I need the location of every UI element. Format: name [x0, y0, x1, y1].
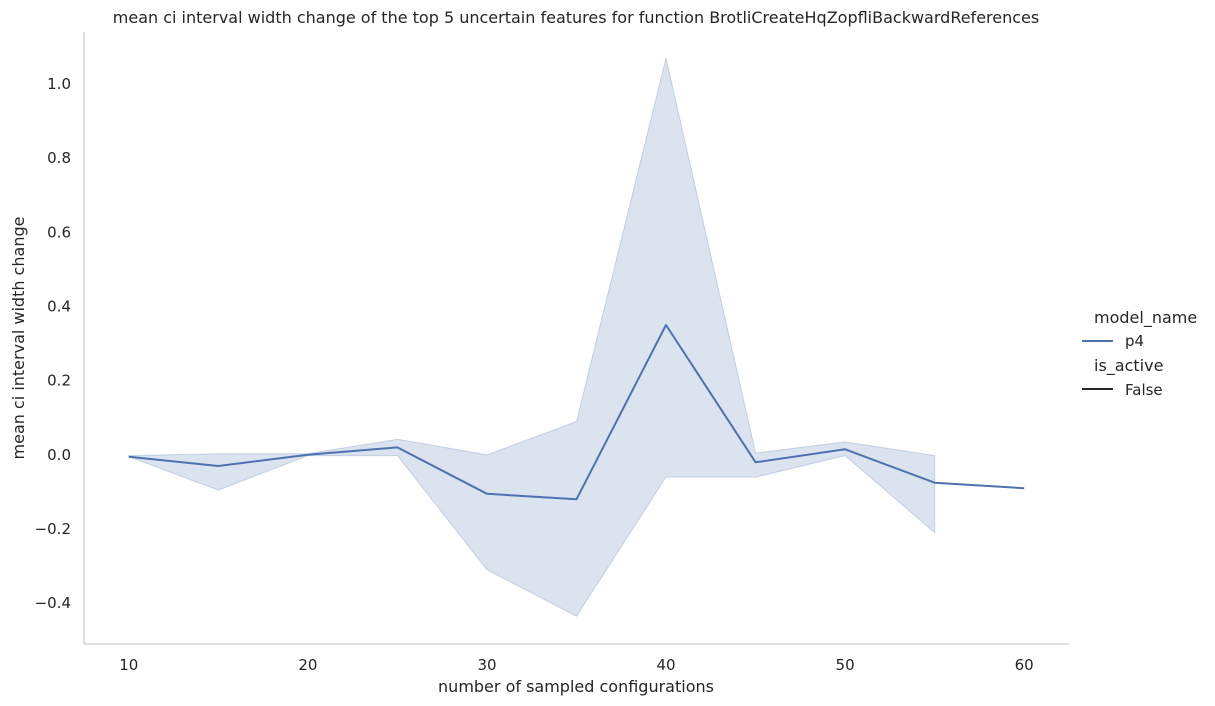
y-axis-label: mean ci interval width change: [9, 217, 28, 460]
legend-label-false: False: [1125, 381, 1163, 399]
confidence-band-p4: [128, 57, 936, 617]
plot-area: [128, 57, 1025, 617]
legend-label-p4: p4: [1125, 332, 1144, 350]
y-tick-label: 0.4: [47, 298, 71, 316]
x-axis-label: number of sampled configurations: [438, 677, 714, 696]
chart-title: mean ci interval width change of the top…: [113, 8, 1039, 27]
series-line-p4: [128, 324, 1025, 501]
x-tick-label: 30: [477, 656, 496, 674]
legend-title-model-name: model_name: [1094, 308, 1197, 328]
y-tick-label: 0.0: [47, 446, 71, 464]
y-tick-label: −0.2: [35, 520, 71, 538]
y-tick-label: 1.0: [47, 75, 71, 93]
y-tick-label: 0.2: [47, 372, 71, 390]
x-tick-label: 10: [119, 656, 138, 674]
x-tick-label: 60: [1015, 656, 1034, 674]
axis-ticks: 10 20 30 40 50 60 −0.4 −0.2 0.0 0.2 0.4 0.6 0.8 1.0: [35, 75, 1034, 674]
x-tick-label: 20: [298, 656, 317, 674]
x-tick-label: 50: [836, 656, 855, 674]
y-tick-label: −0.4: [35, 594, 71, 612]
legend-title-is-active: is_active: [1094, 356, 1163, 376]
y-tick-label: 0.8: [47, 149, 71, 167]
x-tick-label: 40: [656, 656, 675, 674]
legend: model_name p4 is_active False: [1082, 308, 1197, 399]
y-tick-label: 0.6: [47, 223, 71, 241]
